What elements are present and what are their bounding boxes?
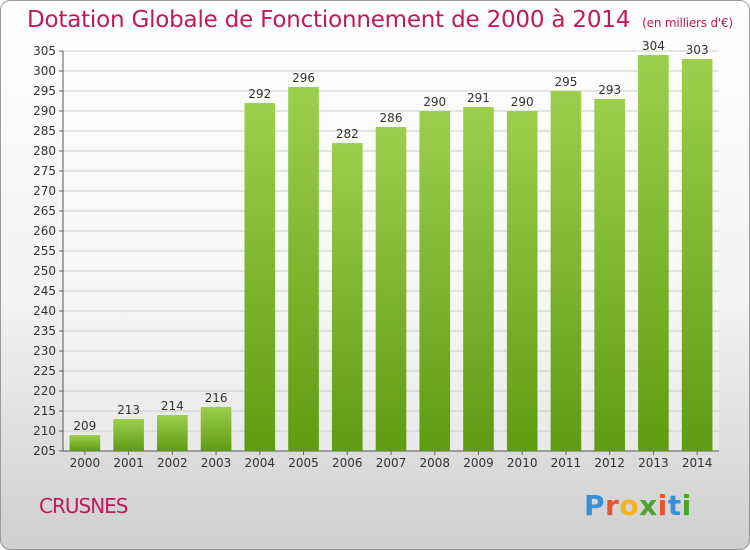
bar-value-label: 286 xyxy=(380,111,403,125)
logo-letter-3: o xyxy=(619,489,640,522)
unit-note: (en milliers d'€) xyxy=(642,16,733,30)
y-tick-label: 305 xyxy=(33,44,56,58)
y-tick-label: 295 xyxy=(33,84,56,98)
x-tick-label: 2006 xyxy=(332,456,363,470)
chart-title: Dotation Globale de Fonctionnement de 20… xyxy=(27,7,733,33)
logo-letter-5: i xyxy=(657,489,668,522)
y-tick-label: 230 xyxy=(33,344,56,358)
y-tick-label: 210 xyxy=(33,424,56,438)
commune-name: CRUSNES xyxy=(39,494,128,518)
y-tick-label: 285 xyxy=(33,124,56,138)
bar-value-label: 293 xyxy=(598,83,621,97)
y-tick-label: 270 xyxy=(33,184,56,198)
bar xyxy=(69,435,101,451)
bar xyxy=(113,419,144,451)
logo-letter-7: i xyxy=(681,489,692,522)
bar xyxy=(463,107,494,451)
y-tick-label: 265 xyxy=(33,204,56,218)
bar-value-label: 291 xyxy=(467,91,490,105)
logo-letter-6: t xyxy=(667,489,682,522)
bar xyxy=(681,59,713,451)
bar-value-label: 290 xyxy=(423,95,446,109)
y-tick-label: 240 xyxy=(33,304,56,318)
logo-letter-4: x xyxy=(639,489,658,522)
bar xyxy=(200,407,232,451)
logo-letter-2: r xyxy=(605,489,620,522)
bar-value-label: 216 xyxy=(205,391,228,405)
bar xyxy=(638,55,669,451)
x-tick-label: 2010 xyxy=(507,456,538,470)
bar xyxy=(419,111,451,451)
bar xyxy=(375,127,407,451)
bar-value-label: 295 xyxy=(554,75,577,89)
y-tick-label: 205 xyxy=(33,444,56,458)
y-tick-label: 215 xyxy=(33,404,56,418)
bar-value-label: 304 xyxy=(642,39,665,53)
bar xyxy=(288,87,319,451)
x-tick-label: 2014 xyxy=(682,456,713,470)
y-tick-label: 290 xyxy=(33,104,56,118)
x-tick-label: 2000 xyxy=(70,456,101,470)
bar-value-label: 209 xyxy=(73,419,96,433)
x-tick-label: 2007 xyxy=(376,456,407,470)
x-tick-label: 2008 xyxy=(419,456,450,470)
bar xyxy=(331,143,363,451)
bar-value-label: 292 xyxy=(248,87,271,101)
x-tick-label: 2009 xyxy=(463,456,494,470)
bar xyxy=(550,91,582,451)
bar xyxy=(157,415,188,451)
bar-value-label: 303 xyxy=(686,43,709,57)
y-tick-label: 300 xyxy=(33,64,56,78)
bar xyxy=(506,111,538,451)
x-tick-label: 2013 xyxy=(638,456,669,470)
x-tick-label: 2003 xyxy=(201,456,232,470)
x-tick-label: 2002 xyxy=(157,456,188,470)
x-tick-label: 2005 xyxy=(288,456,319,470)
y-tick-label: 255 xyxy=(33,244,56,258)
y-tick-label: 220 xyxy=(33,384,56,398)
bar xyxy=(594,99,625,451)
bar xyxy=(244,103,276,451)
title-text: Dotation Globale de Fonctionnement de 20… xyxy=(27,7,631,33)
y-tick-label: 260 xyxy=(33,224,56,238)
logo-letter-1: P xyxy=(584,489,606,522)
y-tick-label: 235 xyxy=(33,324,56,338)
x-tick-label: 2011 xyxy=(551,456,582,470)
x-tick-label: 2001 xyxy=(113,456,144,470)
bar-value-label: 290 xyxy=(511,95,534,109)
y-tick-label: 225 xyxy=(33,364,56,378)
x-tick-label: 2004 xyxy=(245,456,276,470)
y-tick-label: 250 xyxy=(33,264,56,278)
bar-value-label: 296 xyxy=(292,71,315,85)
bar-value-label: 213 xyxy=(117,403,140,417)
bar-value-label: 282 xyxy=(336,127,359,141)
bar-value-label: 214 xyxy=(161,399,184,413)
proxiti-logo: Proxiti xyxy=(584,489,692,522)
x-tick-label: 2012 xyxy=(594,456,625,470)
y-tick-label: 275 xyxy=(33,164,56,178)
y-tick-label: 280 xyxy=(33,144,56,158)
y-tick-label: 245 xyxy=(33,284,56,298)
